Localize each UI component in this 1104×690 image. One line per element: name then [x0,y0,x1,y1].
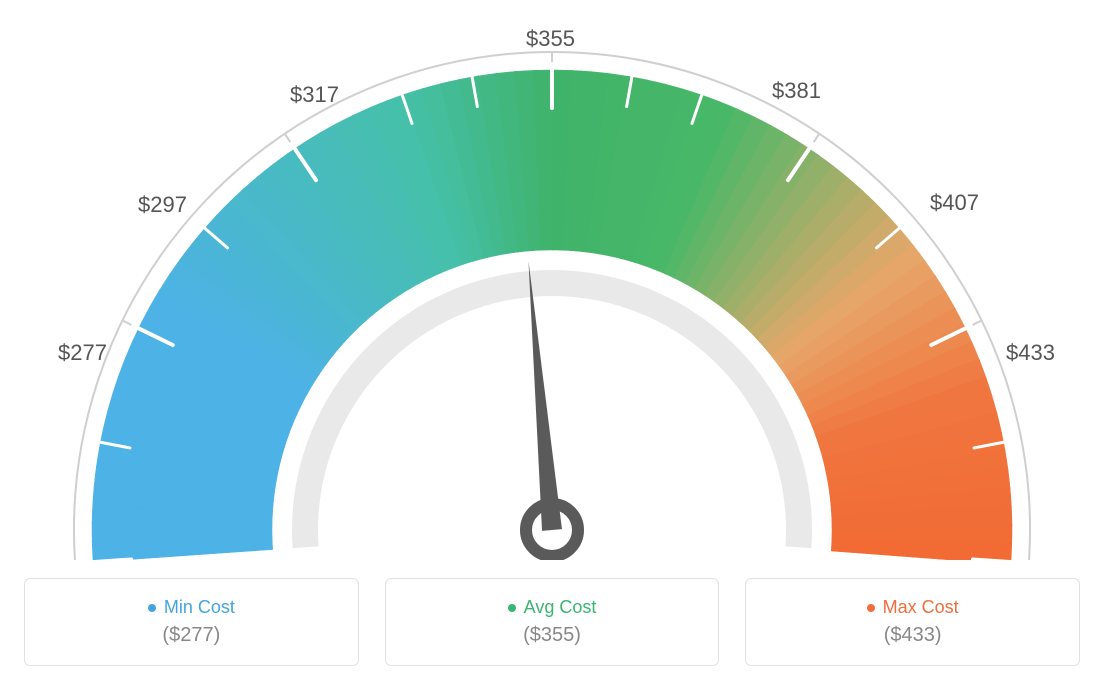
gauge-tick-label: $317 [290,82,339,108]
legend-label-min: Min Cost [164,597,235,618]
gauge-tick-label: $433 [1006,340,1055,366]
gauge-tick-label: $381 [772,78,821,104]
gauge-tick-label: $355 [526,26,575,52]
gauge-tick-label: $407 [930,190,979,216]
gauge-tick-label: $277 [58,340,107,366]
legend-label-avg: Avg Cost [524,597,597,618]
legend-card-min: Min Cost ($277) [24,578,359,666]
legend-value-min: ($277) [162,624,220,647]
legend-card-max: Max Cost ($433) [745,578,1080,666]
legend-value-avg: ($355) [523,624,581,647]
legend-title-avg: Avg Cost [508,597,597,618]
gauge-chart: $277 $297 $317 $355 $381 $407 $433 [0,0,1104,560]
legend-title-min: Min Cost [148,597,235,618]
legend-value-max: ($433) [884,624,942,647]
gauge-tick-label: $297 [138,192,187,218]
dot-icon [867,604,875,612]
legend-label-max: Max Cost [883,597,959,618]
legend-title-max: Max Cost [867,597,959,618]
legend-row: Min Cost ($277) Avg Cost ($355) Max Cost… [24,578,1080,666]
dot-icon [508,604,516,612]
legend-card-avg: Avg Cost ($355) [385,578,720,666]
dot-icon [148,604,156,612]
gauge-svg [0,0,1104,560]
